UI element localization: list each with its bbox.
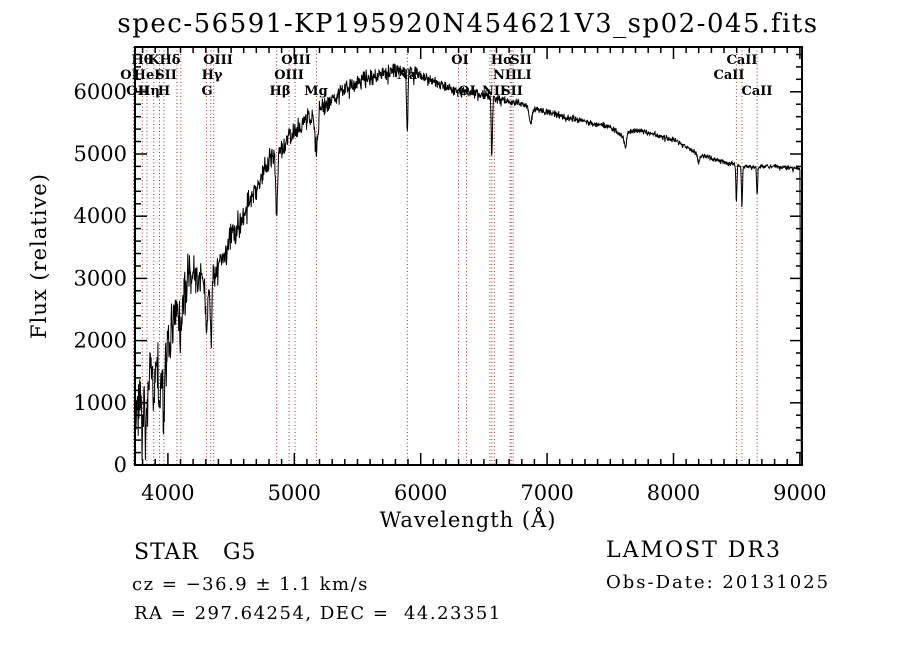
spectral-line-label: Hγ	[202, 68, 223, 83]
spectral-line-label: CaII	[742, 84, 773, 99]
spectral-line-label: Hθ	[132, 53, 153, 68]
spectral-line-label: OI	[451, 53, 468, 68]
ra-dec-label: RA = 297.64254, DEC = 44.23351	[134, 603, 502, 624]
spectral-line-label: NII	[482, 84, 506, 99]
spectral-line-label: H	[158, 84, 170, 99]
y-tick-label: 1000	[74, 391, 127, 415]
y-tick-label: 4000	[74, 204, 127, 228]
spectral-line-label: SII	[155, 68, 177, 83]
spectral-line-label: G	[201, 84, 212, 99]
spectral-line-label: LI	[516, 68, 531, 83]
survey-release-label: LAMOST DR3	[606, 538, 782, 563]
spectrum-trace	[134, 63, 802, 462]
axis-tick-labels: 4000 5000 6000 7000 8000 9000 0 1000 2000 3000 400…	[74, 80, 827, 505]
x-axis-label: Wavelength (Å)	[380, 507, 557, 532]
spectral-line-label: OI	[458, 84, 475, 99]
spectral-line-label: Na	[397, 68, 418, 83]
spectral-line-label: OIII	[281, 53, 311, 68]
x-tick-label: 5000	[268, 481, 321, 505]
obs-date-label: Obs-Date: 20131025	[606, 572, 831, 593]
spectral-line-label: OIII	[274, 68, 304, 83]
spectral-line-label: CaII	[727, 53, 758, 68]
spectral-line-label: SII	[501, 84, 523, 99]
x-tick-label: 9000	[773, 481, 826, 505]
spectral-line-label: NII	[493, 68, 517, 83]
x-tick-label: 6000	[394, 481, 447, 505]
spectral-line-label: HeI	[134, 68, 161, 83]
spectral-line-label: OIII	[203, 53, 233, 68]
spectral-line-label: K	[148, 53, 160, 68]
y-tick-label: 2000	[74, 329, 127, 353]
plot-title: spec-56591-KP195920N454621V3_sp02-045.fi…	[117, 9, 818, 39]
y-tick-label: 0	[114, 453, 127, 477]
plot-frame	[134, 46, 803, 466]
spectral-line-label: CaII	[714, 68, 745, 83]
axis-ticks	[135, 47, 802, 466]
spectral-line-label: OI	[120, 68, 137, 83]
spectral-line-label: Hα	[491, 53, 513, 68]
y-tick-label: 6000	[74, 80, 127, 104]
spectral-line-label: SII	[510, 53, 532, 68]
y-axis-label: Flux (relative)	[27, 173, 51, 339]
spectral-line-label: Hδ	[160, 53, 181, 68]
spectral-line-label: Mg	[304, 84, 327, 99]
spectral-line-label: Hβ	[270, 84, 291, 99]
object-class-label: STAR G5	[134, 540, 257, 565]
y-tick-label: 3000	[74, 266, 127, 290]
radial-velocity-label: cz = −36.9 ± 1.1 km/s	[132, 574, 369, 595]
x-tick-label: 8000	[647, 481, 700, 505]
y-tick-label: 5000	[74, 142, 127, 166]
x-tick-label: 7000	[520, 481, 573, 505]
spectral-line-label: OII	[126, 84, 150, 99]
spectral-line-label: Hη	[138, 84, 160, 99]
x-tick-label: 4000	[141, 481, 194, 505]
